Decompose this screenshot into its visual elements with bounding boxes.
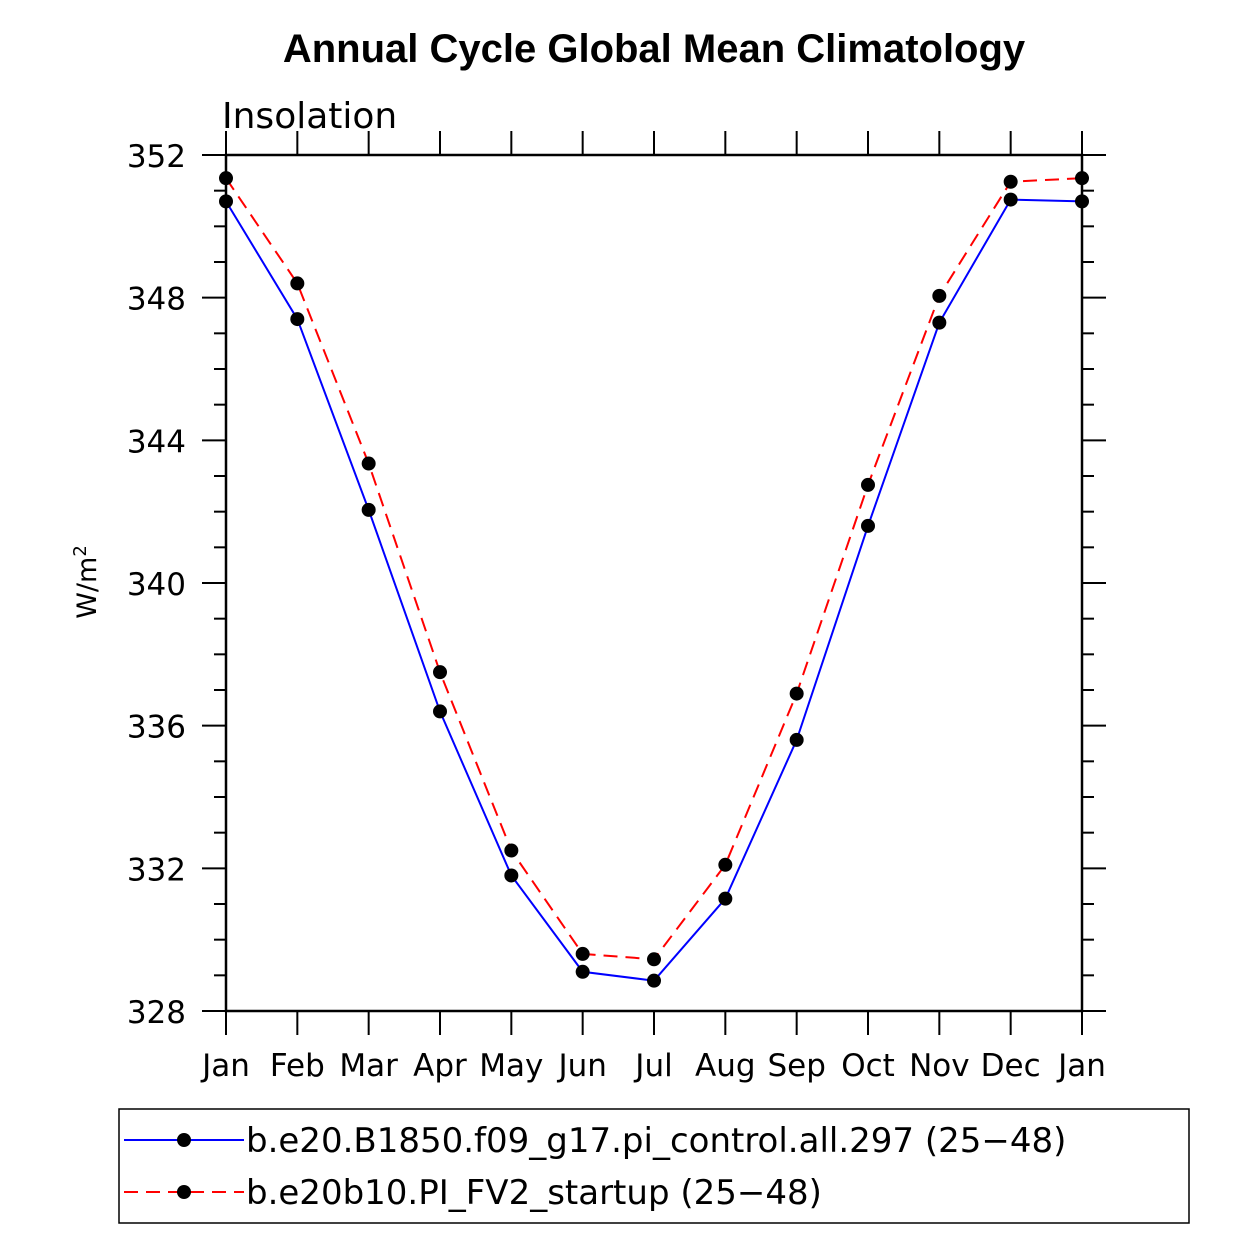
data-point-series-2 bbox=[361, 456, 376, 471]
x-tick-label: Nov bbox=[909, 1048, 970, 1084]
data-point-series-2 bbox=[718, 857, 733, 872]
data-point-series-1 bbox=[504, 868, 519, 883]
x-tick-label: Jun bbox=[556, 1048, 606, 1084]
data-point-series-2 bbox=[861, 477, 875, 492]
data-point-series-2 bbox=[789, 686, 804, 701]
data-point-series-1 bbox=[718, 891, 733, 906]
data-point-series-2 bbox=[575, 946, 590, 961]
axis-ticks bbox=[202, 131, 1106, 1035]
data-point-series-1 bbox=[575, 964, 590, 979]
data-point-series-2 bbox=[1003, 174, 1018, 189]
series-layer bbox=[219, 171, 1089, 988]
chart-title: Annual Cycle Global Mean Climatology bbox=[283, 27, 1026, 71]
data-point-series-1 bbox=[361, 502, 376, 517]
x-tick-label: Oct bbox=[841, 1048, 895, 1084]
x-tick-label: May bbox=[479, 1048, 543, 1084]
x-tick-label: Sep bbox=[767, 1048, 825, 1084]
data-point-series-1 bbox=[861, 518, 875, 533]
series-line-2 bbox=[225, 177, 1083, 961]
series-line-1 bbox=[225, 198, 1083, 982]
data-point-series-2 bbox=[932, 288, 947, 303]
x-tick-label: Feb bbox=[270, 1048, 325, 1084]
data-point-series-1 bbox=[1003, 192, 1018, 207]
x-tick-label: Jan bbox=[1056, 1048, 1106, 1084]
data-point-series-2 bbox=[433, 665, 447, 680]
data-point-series-1 bbox=[789, 732, 804, 747]
legend-marker-1 bbox=[177, 1133, 191, 1147]
data-point-series-2 bbox=[290, 276, 305, 291]
legend-box bbox=[118, 1108, 1190, 1224]
y-axis-label: W/m2 bbox=[70, 545, 103, 619]
y-tick-label: 332 bbox=[127, 852, 186, 888]
data-point-series-2 bbox=[647, 952, 661, 967]
y-tick-label: 344 bbox=[127, 424, 186, 460]
legend-label-2: b.e20b10.PI_FV2_startup (25−48) bbox=[246, 1173, 822, 1213]
plot-frame bbox=[224, 153, 1084, 1013]
x-tick-labels: Jan Feb Mar Apr May Jun Jul Aug Sep Oct Nov Dec Jan bbox=[200, 1048, 1106, 1084]
data-point-series-1 bbox=[290, 312, 305, 327]
y-tick-label: 348 bbox=[127, 282, 186, 318]
chart-subtitle: Insolation bbox=[222, 96, 397, 137]
x-tick-label: Apr bbox=[413, 1048, 467, 1084]
legend: b.e20.B1850.f09_g17.pi_control.all.297 (… bbox=[118, 1108, 1190, 1224]
x-tick-label: Aug bbox=[695, 1048, 756, 1084]
x-tick-label: Jan bbox=[200, 1048, 250, 1084]
y-tick-label: 352 bbox=[127, 139, 186, 175]
x-tick-label: Mar bbox=[339, 1048, 398, 1084]
legend-label-1: b.e20.B1850.f09_g17.pi_control.all.297 (… bbox=[246, 1121, 1066, 1161]
y-tick-labels: 328 332 336 340 344 348 352 bbox=[127, 139, 186, 1031]
y-tick-label: 336 bbox=[127, 710, 186, 746]
y-tick-label: 328 bbox=[127, 995, 186, 1031]
x-tick-label: Dec bbox=[981, 1048, 1041, 1084]
data-point-series-1 bbox=[932, 315, 947, 330]
y-tick-label: 340 bbox=[127, 567, 186, 603]
x-tick-label: Jul bbox=[633, 1048, 672, 1084]
data-point-series-1 bbox=[433, 704, 447, 719]
legend-marker-2 bbox=[177, 1185, 191, 1199]
data-point-series-2 bbox=[504, 843, 519, 858]
data-point-series-1 bbox=[647, 973, 661, 988]
